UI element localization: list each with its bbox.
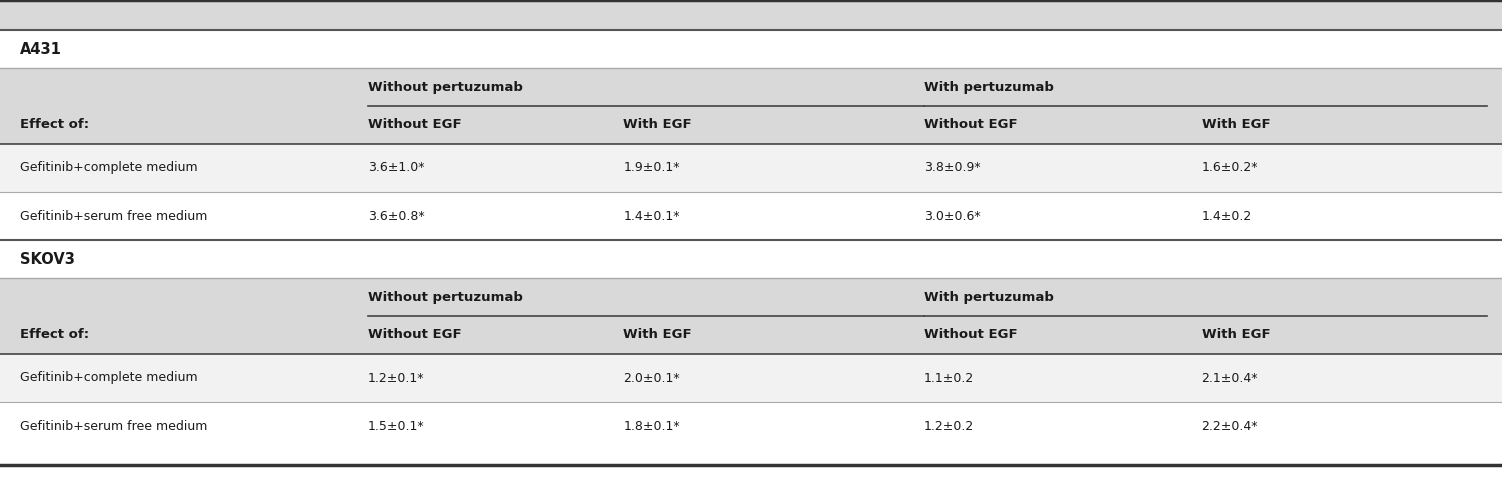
Text: 2.0±0.1*: 2.0±0.1* xyxy=(623,371,680,385)
Bar xyxy=(0,0,1502,30)
Text: SKOV3: SKOV3 xyxy=(20,251,75,266)
Bar xyxy=(0,316,1502,354)
Text: Without EGF: Without EGF xyxy=(368,119,461,131)
Text: 2.1±0.4*: 2.1±0.4* xyxy=(1202,371,1259,385)
Text: With pertuzumab: With pertuzumab xyxy=(924,290,1053,304)
Bar xyxy=(0,68,1502,106)
Bar xyxy=(0,144,1502,192)
Text: With pertuzumab: With pertuzumab xyxy=(924,81,1053,94)
Text: Gefitinib+complete medium: Gefitinib+complete medium xyxy=(20,371,197,385)
Text: With EGF: With EGF xyxy=(623,119,692,131)
Text: With EGF: With EGF xyxy=(1202,119,1271,131)
Text: 3.6±0.8*: 3.6±0.8* xyxy=(368,209,425,223)
Text: 1.6±0.2*: 1.6±0.2* xyxy=(1202,162,1259,175)
Bar xyxy=(0,192,1502,240)
Text: 1.2±0.1*: 1.2±0.1* xyxy=(368,371,425,385)
Text: Without pertuzumab: Without pertuzumab xyxy=(368,81,523,94)
Text: 1.1±0.2: 1.1±0.2 xyxy=(924,371,973,385)
Text: 1.9±0.1*: 1.9±0.1* xyxy=(623,162,680,175)
Text: Without pertuzumab: Without pertuzumab xyxy=(368,290,523,304)
Text: Gefitinib+complete medium: Gefitinib+complete medium xyxy=(20,162,197,175)
Text: 3.6±1.0*: 3.6±1.0* xyxy=(368,162,425,175)
Text: 3.0±0.6*: 3.0±0.6* xyxy=(924,209,981,223)
Text: 1.8±0.1*: 1.8±0.1* xyxy=(623,420,680,432)
Text: With EGF: With EGF xyxy=(623,328,692,342)
Bar xyxy=(0,354,1502,402)
Text: Gefitinib+serum free medium: Gefitinib+serum free medium xyxy=(20,420,207,432)
Text: With EGF: With EGF xyxy=(1202,328,1271,342)
Text: 1.2±0.2: 1.2±0.2 xyxy=(924,420,973,432)
Text: A431: A431 xyxy=(20,41,62,57)
Bar xyxy=(0,278,1502,316)
Bar xyxy=(0,402,1502,450)
Text: Effect of:: Effect of: xyxy=(20,328,89,342)
Text: 2.2±0.4*: 2.2±0.4* xyxy=(1202,420,1259,432)
Text: 1.4±0.1*: 1.4±0.1* xyxy=(623,209,680,223)
Bar xyxy=(0,106,1502,144)
Text: 1.5±0.1*: 1.5±0.1* xyxy=(368,420,425,432)
Text: 1.4±0.2: 1.4±0.2 xyxy=(1202,209,1251,223)
Text: Gefitinib+serum free medium: Gefitinib+serum free medium xyxy=(20,209,207,223)
Text: 3.8±0.9*: 3.8±0.9* xyxy=(924,162,981,175)
Text: Without EGF: Without EGF xyxy=(924,328,1017,342)
Text: Effect of:: Effect of: xyxy=(20,119,89,131)
Text: Without EGF: Without EGF xyxy=(924,119,1017,131)
Text: Without EGF: Without EGF xyxy=(368,328,461,342)
